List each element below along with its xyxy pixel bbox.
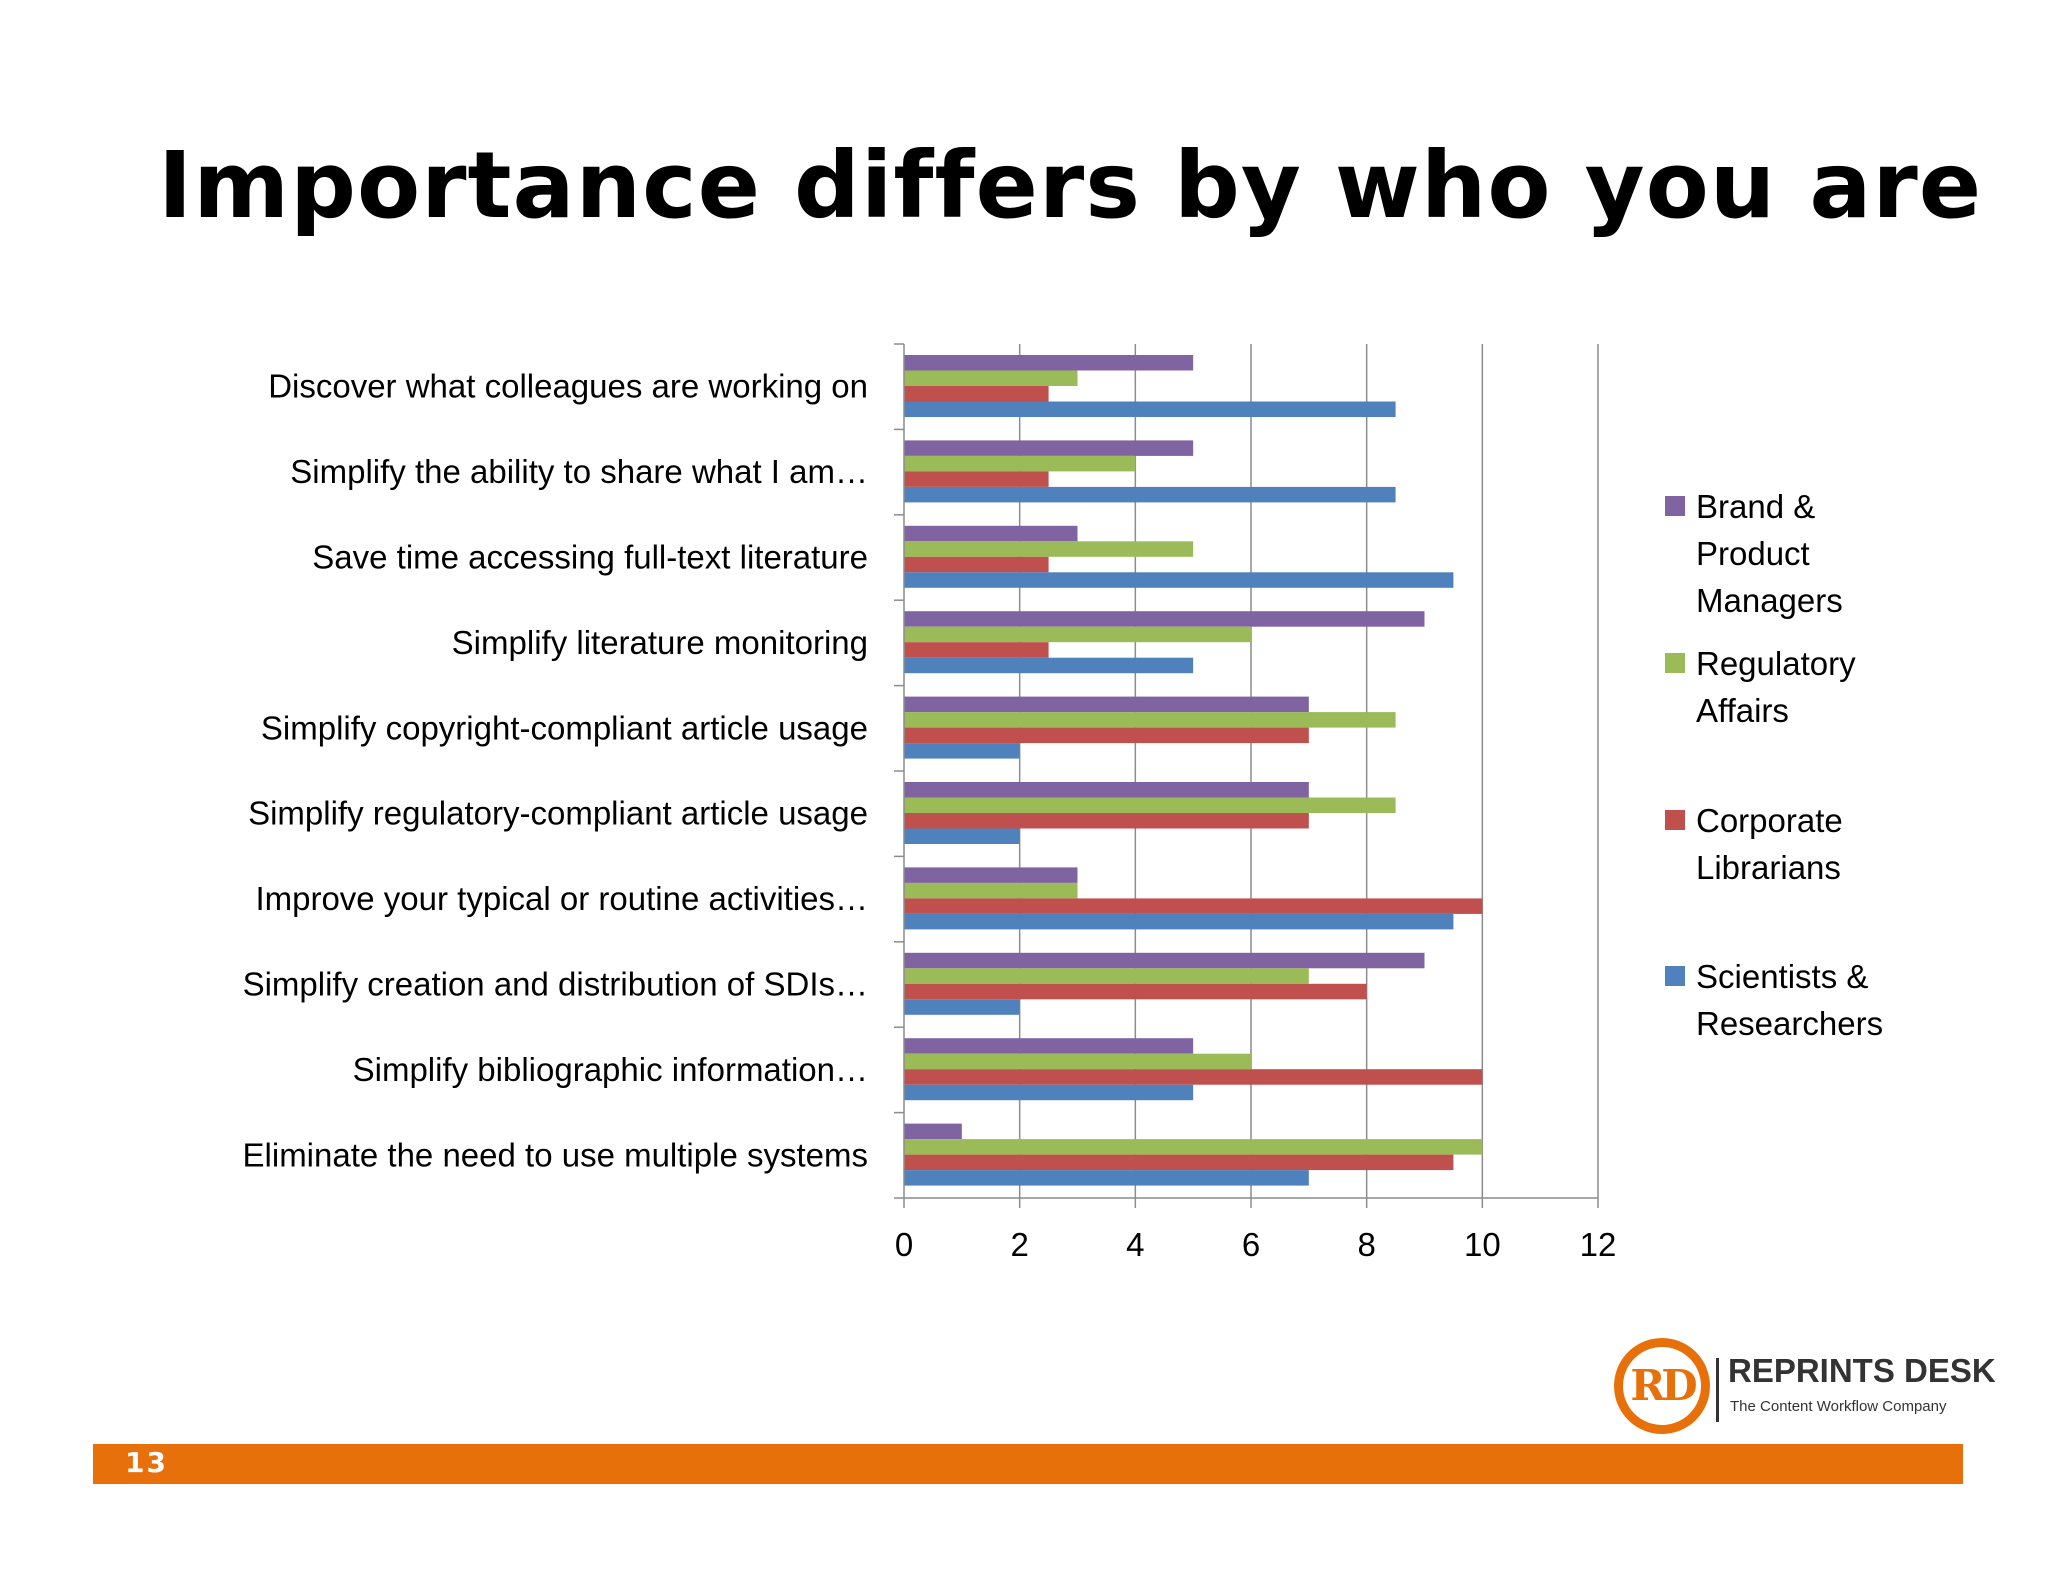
x-tick-label: 6 [1242,1226,1260,1263]
legend-label: Product [1696,535,1810,572]
x-tick-label: 12 [1580,1226,1617,1263]
chart-bars [904,355,1483,1186]
legend-label: Corporate [1696,802,1843,839]
bar [904,541,1194,557]
bar [904,696,1309,713]
logo-letters: RD [1630,1361,1697,1410]
bar [904,727,1309,744]
x-tick-label: 4 [1126,1226,1144,1263]
bar [904,828,1020,844]
bar [904,455,1136,472]
bar [904,386,1049,402]
bar [904,913,1454,930]
legend-label: Librarians [1696,849,1841,886]
bar [904,999,1020,1015]
bar [904,471,1049,487]
bar [904,1154,1454,1171]
bar [904,642,1049,658]
bar [904,983,1367,1000]
logo-divider [1716,1358,1719,1422]
legend-swatch [1665,653,1685,673]
category-label: Discover what colleagues are working on [268,368,868,405]
bar [904,898,1483,914]
bar [904,370,1078,386]
logo-circle-icon [1614,1338,1710,1434]
bar [904,882,1078,899]
bar [904,657,1194,674]
bar [904,1170,1309,1186]
bar [904,611,1425,627]
reprints-desk-logo: RD REPRINTS DESK The Content Workflow Co… [1614,1338,1996,1434]
x-tick-label: 10 [1464,1226,1501,1263]
logo-name: REPRINTS DESK [1728,1352,1996,1389]
bar [904,867,1078,883]
bar [904,401,1396,417]
bar [904,782,1309,798]
bar [904,1069,1483,1085]
legend-label: Managers [1696,582,1843,619]
legend-label: Regulatory [1696,645,1856,682]
category-label: Simplify copyright-compliant article usa… [261,709,868,746]
bar [904,743,1020,759]
bar [904,1123,962,1140]
bar [904,1084,1194,1101]
legend-label: Scientists & [1696,958,1868,995]
legend-label: Researchers [1696,1005,1883,1042]
page-title: Importance differs by who you are [158,132,1983,239]
bar [904,952,1425,969]
page-number: 13 [125,1446,168,1479]
bar [904,626,1251,643]
footer-bar [93,1444,1963,1484]
category-label: Simplify bibliographic information… [353,1051,868,1088]
x-tick-label: 0 [895,1226,913,1263]
x-tick-label: 2 [1010,1226,1028,1263]
x-tick-label: 8 [1357,1226,1375,1263]
bar [904,1053,1251,1070]
bar [904,1038,1194,1054]
legend-swatch [1665,966,1685,986]
x-tick-labels: 0 2 4 6 8 10 12 [895,1226,1617,1263]
bar [904,440,1194,456]
bar [904,1139,1483,1155]
legend-swatch [1665,810,1685,830]
bar [904,486,1396,503]
chart-axes [894,343,1599,1208]
bar [904,797,1396,813]
legend-label: Affairs [1696,692,1789,729]
chart-legend: Brand & Product Managers Regulatory Affairs… [1665,488,1883,1042]
category-label: Simplify creation and distribution of SD… [243,966,868,1003]
legend-swatch [1665,496,1685,516]
category-label: Eliminate the need to use multiple syste… [243,1136,868,1173]
bar [904,572,1454,588]
bar [904,355,1194,371]
category-label: Save time accessing full-text literature [312,539,868,576]
category-labels: Discover what colleagues are working on S… [243,368,868,1174]
bar [904,525,1078,542]
category-label: Simplify regulatory-compliant article us… [248,795,868,832]
bar [904,813,1309,829]
logo-tagline: The Content Workflow Company [1730,1398,1947,1415]
bar [904,968,1309,984]
category-label: Simplify literature monitoring [452,624,868,661]
bar [904,712,1396,728]
category-label: Improve your typical or routine activiti… [255,880,868,917]
category-label: Simplify the ability to share what I am… [290,453,868,490]
bar [904,556,1049,573]
legend-label: Brand & [1696,488,1815,525]
